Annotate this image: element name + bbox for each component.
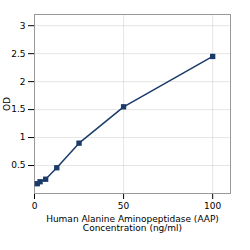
svg-text:50: 50 xyxy=(118,201,130,211)
svg-text:1: 1 xyxy=(20,132,26,142)
svg-text:0.5: 0.5 xyxy=(11,160,25,170)
svg-text:3: 3 xyxy=(20,21,26,31)
svg-text:2: 2 xyxy=(20,77,26,87)
svg-text:0: 0 xyxy=(32,201,38,211)
svg-text:100: 100 xyxy=(204,201,221,211)
svg-text:OD: OD xyxy=(2,97,12,111)
svg-text:Human Alanine Aminopeptidase (: Human Alanine Aminopeptidase (AAP)Concen… xyxy=(46,214,219,233)
svg-text:2.5: 2.5 xyxy=(11,49,25,59)
svg-text:1.5: 1.5 xyxy=(11,104,25,114)
